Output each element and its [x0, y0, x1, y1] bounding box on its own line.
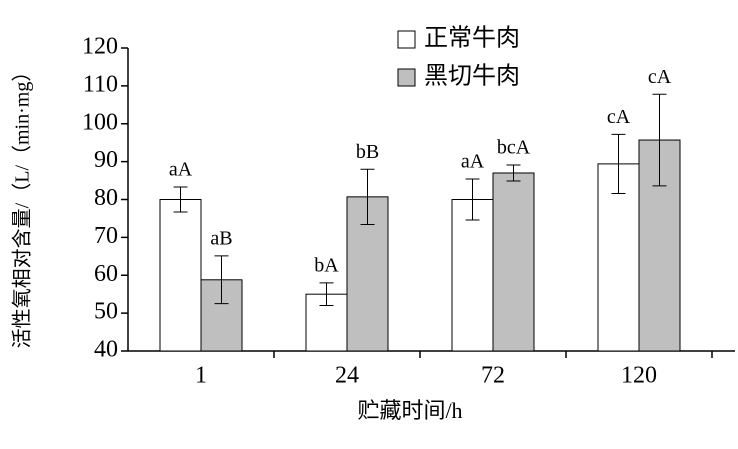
error-bar [465, 178, 480, 221]
error-bar [173, 186, 188, 213]
legend-swatch [397, 68, 416, 87]
y-tick-label: 40 [94, 337, 118, 363]
x-tick-label: 72 [481, 363, 505, 389]
y-tick-label: 110 [83, 71, 118, 97]
error-bar [506, 164, 521, 182]
bar [451, 199, 494, 352]
y-tick-label: 80 [94, 185, 118, 211]
significance-label: bA [314, 254, 339, 276]
y-tick-label: 120 [82, 34, 118, 60]
y-tick-label: 50 [94, 299, 118, 325]
error-bar [611, 133, 626, 194]
error-bar [214, 255, 229, 305]
legend-label: 正常牛肉 [424, 25, 520, 52]
y-tick-label: 100 [82, 109, 118, 135]
legend-swatch [397, 30, 416, 49]
bar [159, 199, 202, 352]
y-tick-label: 60 [94, 261, 118, 287]
significance-label: cA [648, 66, 672, 88]
x-axis-title: 贮藏时间/h [357, 398, 462, 423]
legend-label: 黑切牛肉 [424, 63, 520, 90]
error-bar [360, 168, 375, 225]
error-bar [319, 282, 334, 307]
error-bar [652, 93, 667, 187]
y-tick-label: 90 [94, 147, 118, 173]
x-tick-label: 1 [195, 363, 207, 389]
significance-label: aB [210, 228, 232, 250]
x-tick-label: 24 [335, 363, 359, 389]
significance-label: bcA [497, 137, 531, 159]
significance-label: aA [461, 151, 485, 173]
significance-label: cA [607, 106, 631, 128]
significance-label: bB [356, 141, 379, 163]
y-tick-label: 70 [94, 223, 118, 249]
x-tick-label: 120 [621, 363, 657, 389]
y-axis-title: 活性氧相对含量/（L/（min·mg） [11, 62, 34, 349]
significance-label: aA [169, 159, 193, 181]
bar [492, 172, 535, 352]
